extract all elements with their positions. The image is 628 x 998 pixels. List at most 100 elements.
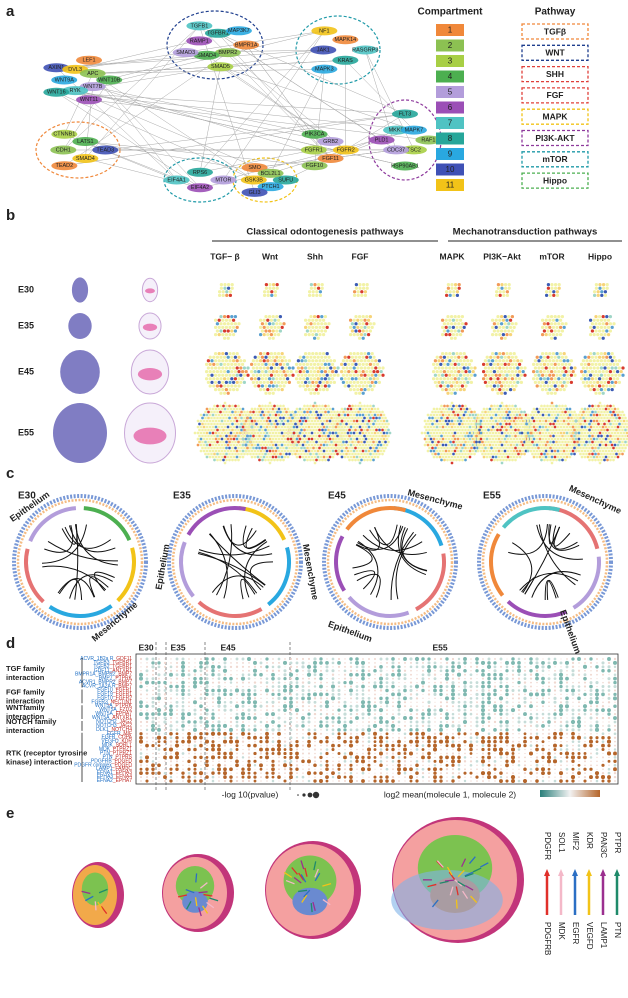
spot: [231, 359, 236, 363]
spot: [365, 282, 369, 287]
dot: [582, 664, 588, 669]
spot: [625, 425, 628, 429]
spot: [476, 446, 479, 450]
spot: [365, 329, 369, 333]
spot: [368, 355, 373, 359]
spot: [489, 355, 493, 359]
spot: [257, 369, 261, 374]
dot: [223, 657, 227, 661]
spot: [523, 373, 527, 377]
spot: [508, 458, 511, 462]
gene-node: [72, 137, 99, 147]
dot: [547, 665, 551, 669]
spot: [349, 413, 353, 417]
gene-node: [383, 145, 410, 155]
spot: [464, 446, 467, 450]
spot: [456, 407, 460, 411]
spot: [242, 373, 247, 377]
spot: [327, 362, 331, 367]
dot: [337, 661, 341, 665]
spot: [564, 446, 567, 450]
spot: [618, 416, 621, 420]
spot: [288, 440, 291, 444]
spot: [499, 384, 504, 388]
spot: [352, 373, 356, 377]
spot: [543, 422, 546, 426]
spot: [318, 351, 322, 356]
spot: [226, 322, 230, 326]
spot: [455, 387, 459, 392]
spot: [325, 431, 329, 435]
spot: [217, 373, 221, 377]
spot: [444, 437, 448, 441]
dot: [398, 681, 400, 684]
spot: [588, 434, 591, 438]
spot: [256, 437, 260, 441]
spot: [363, 410, 366, 414]
spot: [457, 362, 461, 367]
spot: [546, 286, 551, 290]
spot: [441, 419, 445, 423]
spot: [208, 362, 212, 367]
spot: [324, 404, 327, 408]
spot: [597, 329, 602, 333]
spot: [240, 446, 243, 450]
dot: [313, 668, 317, 673]
spot: [346, 425, 350, 429]
spot: [264, 416, 267, 420]
spot: [276, 366, 281, 370]
spot: [511, 410, 514, 414]
spot: [354, 369, 358, 374]
spot: [438, 425, 442, 429]
spot: [600, 434, 603, 438]
spot: [501, 351, 506, 356]
gene-label: MAPK3: [315, 67, 334, 73]
spot: [432, 419, 436, 423]
spot: [267, 384, 272, 388]
spot: [259, 443, 263, 447]
spot: [473, 431, 477, 435]
spot: [594, 428, 597, 432]
spot: [503, 431, 507, 435]
spot: [440, 434, 443, 438]
spot: [307, 387, 311, 392]
sector-arc: [501, 506, 561, 529]
spot: [208, 407, 212, 411]
spot: [327, 422, 330, 426]
spot: [473, 366, 477, 370]
spot: [321, 410, 324, 414]
spot: [231, 387, 236, 392]
spot: [556, 443, 560, 447]
spot: [499, 458, 502, 462]
spot: [289, 413, 293, 417]
spot: [473, 373, 477, 377]
spot: [624, 434, 627, 438]
spot: [624, 428, 627, 432]
spot: [321, 318, 326, 322]
dot: [212, 685, 214, 688]
spot: [498, 373, 502, 377]
dot: [180, 664, 186, 669]
spot: [580, 449, 584, 453]
spot: [559, 455, 563, 459]
spot: [277, 413, 281, 417]
chord: [357, 540, 379, 595]
spot: [555, 351, 559, 356]
dot: [602, 658, 604, 660]
spot: [615, 377, 620, 381]
spot: [538, 449, 542, 453]
spot: [564, 404, 567, 408]
compartment-label: 4: [448, 72, 453, 81]
dot: [277, 677, 281, 681]
spot: [543, 446, 546, 450]
spot: [282, 384, 286, 388]
spot: [297, 410, 300, 414]
spot: [261, 422, 264, 426]
outer-ring: [171, 498, 299, 626]
spot: [459, 449, 463, 453]
spot: [614, 366, 618, 370]
spot: [312, 391, 317, 395]
spot: [360, 428, 363, 432]
spot: [234, 404, 237, 408]
spot: [483, 380, 488, 385]
